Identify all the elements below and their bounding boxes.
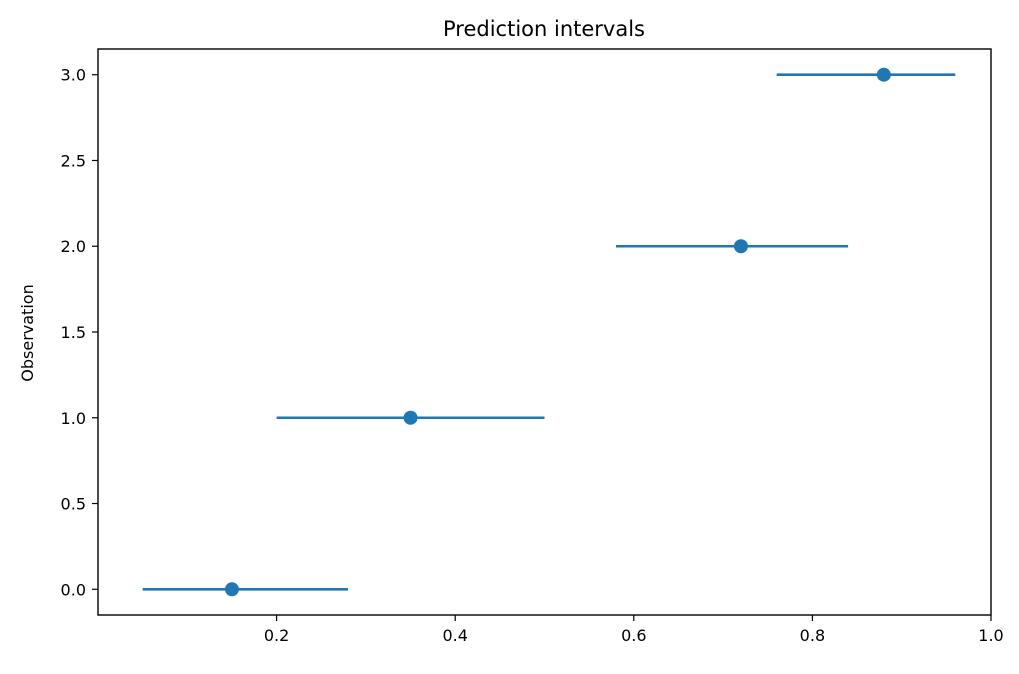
x-tick-label: 1.0 [978, 626, 1003, 645]
y-tick-label: 0.5 [61, 495, 86, 514]
y-tick-label: 3.0 [61, 66, 86, 85]
point-estimate-marker [403, 410, 418, 425]
x-tick-label: 0.6 [621, 626, 646, 645]
y-tick-label: 1.5 [61, 323, 86, 342]
x-tick-label: 0.4 [442, 626, 467, 645]
y-tick-label: 2.0 [61, 237, 86, 256]
plot-frame [97, 48, 992, 616]
y-axis-label: Observation [18, 284, 37, 381]
x-tick-label: 0.2 [264, 626, 289, 645]
point-estimate-marker [733, 239, 748, 254]
chart-title: Prediction intervals [443, 17, 645, 41]
data-marks [142, 67, 956, 597]
x-tick-label: 0.8 [800, 626, 825, 645]
point-estimate-marker [224, 582, 239, 597]
y-tick-label: 1.0 [61, 409, 86, 428]
y-tick-label: 2.5 [61, 151, 86, 170]
point-estimate-marker [876, 67, 891, 82]
axis-ticks: 0.2 0.4 0.6 0.8 1.0 0.0 0.5 1.0 1.5 2.0 2.5 3.0 [61, 66, 1004, 645]
y-tick-label: 0.0 [61, 580, 86, 599]
